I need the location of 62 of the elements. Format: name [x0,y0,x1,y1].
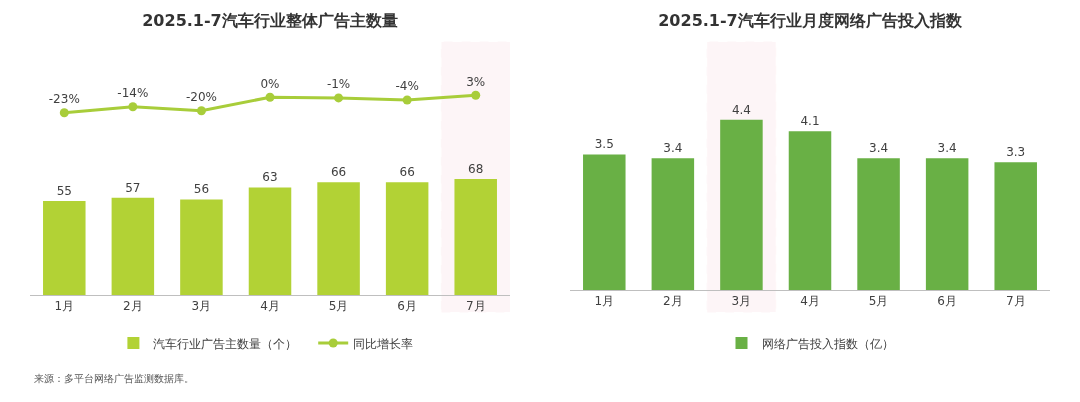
x-tick-label: 5月 [328,299,349,314]
legend-label: 汽车行业广告主数量（个） [153,336,298,351]
bar [248,187,292,295]
data-label: 66 [330,165,347,180]
data-label: -14% [117,86,149,101]
source-note: 来源：多平台网络广告监测数据库。 [34,372,195,386]
data-label: 56 [193,182,210,197]
point [402,95,412,105]
x-tick-label: 4月 [260,299,280,314]
x-tick-label: 6月 [397,299,417,314]
data-label: 4.4 [731,102,751,117]
point [471,90,481,100]
x-tick-label: 1月 [54,299,75,314]
legend-label: 同比增长率 [353,336,414,351]
point [196,106,206,116]
bar [385,182,429,295]
chart-title: 2025.1-7汽车行业整体广告主数量 [142,11,398,30]
x-tick-label: 7月 [465,299,486,314]
bar [583,154,626,290]
x-tick-label: 1月 [594,294,615,309]
point [128,102,138,112]
data-label: -23% [48,92,80,107]
x-tick-label: 4月 [800,294,820,309]
data-label: -20% [185,90,217,105]
bar [720,119,763,290]
x-tick-label: 2月 [663,294,683,309]
data-label: 57 [125,180,141,195]
data-label: 3% [466,74,486,89]
data-label: -1% [326,77,351,92]
chart-title: 2025.1-7汽车行业月度网络广告投入指数 [658,11,963,30]
bar [43,201,86,295]
data-label: 3.4 [869,141,889,156]
x-tick-label: 5月 [868,294,889,309]
data-label: 66 [399,165,415,180]
data-label: 4.1 [800,114,820,129]
bar [994,162,1037,290]
bar [651,158,695,290]
data-label: 55 [56,184,72,199]
x-tick-label: 6月 [937,294,957,309]
bar [111,197,155,295]
point [265,92,275,102]
data-label: -4% [395,79,419,94]
data-label: 68 [468,161,484,176]
bar [454,178,497,295]
x-tick-label: 3月 [191,299,212,314]
bar [857,158,900,290]
x-tick-label: 7月 [1005,294,1026,309]
bar [317,182,360,295]
legend-label: 网络广告投入指数（亿） [761,336,894,351]
data-label: 3.4 [937,141,957,156]
x-tick-label: 3月 [731,294,752,309]
point [334,93,344,103]
point [59,108,69,118]
bar [180,199,223,295]
data-label: 0% [260,76,280,91]
data-label: 63 [262,170,278,185]
bar [925,158,969,290]
data-label: 3.4 [663,141,683,156]
bar [788,131,832,290]
data-label: 3.3 [1006,145,1026,160]
data-label: 3.5 [594,137,614,152]
x-tick-label: 2月 [123,299,143,314]
